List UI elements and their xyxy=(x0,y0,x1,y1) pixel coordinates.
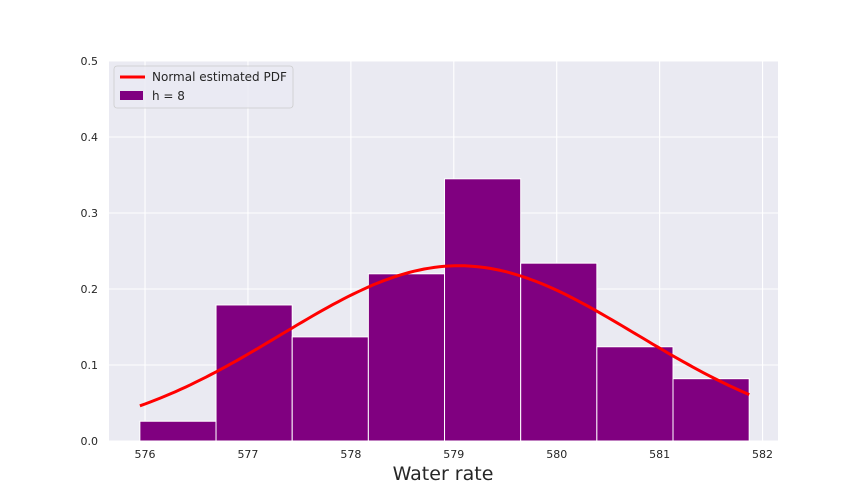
legend-pdf-label: Normal estimated PDF xyxy=(152,70,287,84)
x-tick-label: 582 xyxy=(752,448,773,461)
y-tick-label: 0.2 xyxy=(81,283,99,296)
y-tick-label: 0.0 xyxy=(81,435,99,448)
legend-histogram-swatch xyxy=(120,91,143,100)
pdf-curve-layer xyxy=(139,264,750,408)
legend-histogram-label: h = 8 xyxy=(152,89,185,103)
histogram-bar xyxy=(139,420,217,442)
histogram-bar xyxy=(215,304,293,442)
histogram-bar xyxy=(596,346,674,442)
x-tick-label: 576 xyxy=(135,448,156,461)
x-tick-label: 579 xyxy=(443,448,464,461)
y-tick-label: 0.5 xyxy=(81,55,99,68)
y-tick-label: 0.1 xyxy=(81,359,99,372)
x-tick-label: 580 xyxy=(546,448,567,461)
y-tick-label: 0.3 xyxy=(81,207,99,220)
histogram-bar xyxy=(444,178,522,442)
y-tick-labels: 0.0 0.1 0.2 0.3 0.4 0.5 xyxy=(81,55,99,448)
histogram-bar xyxy=(291,336,369,442)
x-axis-title: Water rate xyxy=(393,463,494,485)
legend: Normal estimated PDF h = 8 xyxy=(113,65,294,109)
histogram-bar xyxy=(367,273,446,442)
histogram-bars xyxy=(139,178,750,442)
x-tick-labels: 576 577 578 579 580 581 582 xyxy=(135,448,774,461)
y-tick-label: 0.4 xyxy=(81,131,99,144)
pdf-curve xyxy=(139,264,750,408)
x-tick-label: 577 xyxy=(237,448,258,461)
x-tick-label: 578 xyxy=(340,448,361,461)
x-tick-label: 581 xyxy=(649,448,670,461)
legend-frame xyxy=(113,65,294,109)
